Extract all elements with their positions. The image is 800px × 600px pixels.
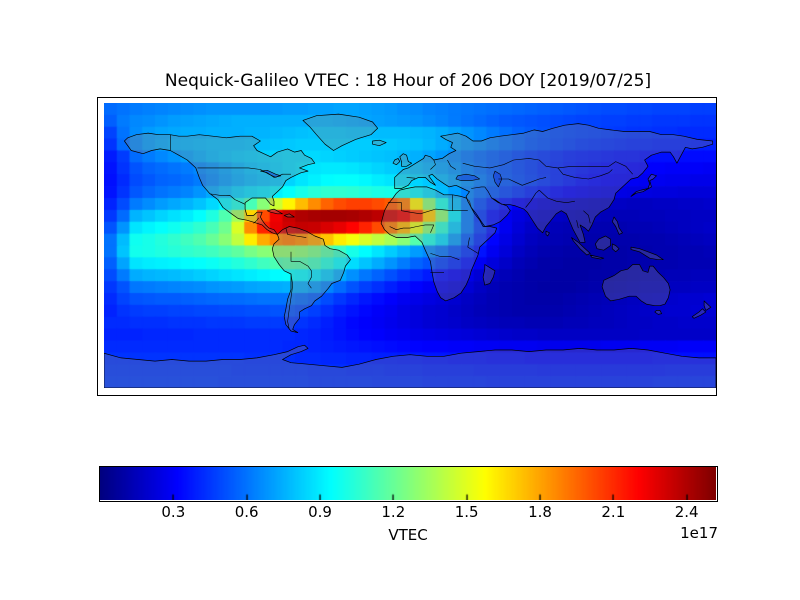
colorbar-tick-label: 2.1 <box>601 503 626 521</box>
colorbar-tick-label: 1.8 <box>528 503 552 521</box>
colorbar-tick-label: 0.3 <box>161 503 186 521</box>
colorbar-tick-label: 2.4 <box>674 503 699 521</box>
colorbar <box>99 466 719 503</box>
figure-title: Nequick-Galileo VTEC : 18 Hour of 206 DO… <box>164 71 652 91</box>
colorbar-tick-label: 1.5 <box>454 503 479 521</box>
vtec-heatmap <box>104 103 716 388</box>
colorbar-tick-labels: 0.3 0.6 0.9 1.2 1.5 1.8 2.1 2.4 <box>100 503 716 523</box>
colorbar-tick-label: 0.9 <box>308 503 332 521</box>
colorbar-tick-label: 1.2 <box>381 503 406 521</box>
colorbar-offset-text: 1e17 <box>680 524 718 542</box>
colorbar-axis-label: VTEC <box>388 526 428 544</box>
colorbar-gradient <box>100 467 716 500</box>
colorbar-tick-label: 0.6 <box>234 503 259 521</box>
